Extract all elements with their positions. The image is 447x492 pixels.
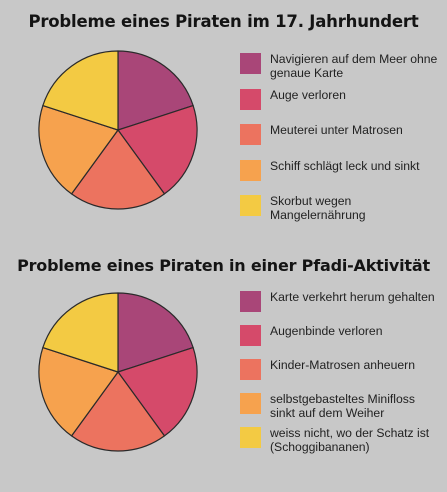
legend-item: Schiff schlägt leck und sinkt [240, 159, 440, 195]
legend-swatch [240, 53, 261, 74]
chart-title: Probleme eines Piraten in einer Pfadi-Ak… [17, 256, 430, 275]
pie-slice [70, 371, 166, 452]
legend-item: Meuterei unter Matrosen [240, 123, 440, 159]
pie-slice [70, 129, 166, 210]
legend-item: weiss nicht, wo der Schatz ist (Schoggib… [240, 426, 440, 460]
legend-label: Augenbinde verloren [270, 324, 383, 338]
pie-chart [38, 292, 198, 452]
legend-swatch [240, 195, 261, 216]
legend-label: selbstgebasteltes Minifloss sinkt auf de… [270, 392, 415, 420]
legend-item: Augenbinde verloren [240, 324, 440, 358]
legend-label: Meuterei unter Matrosen [270, 123, 403, 137]
legend-swatch [240, 427, 261, 448]
chart-title: Probleme eines Piraten im 17. Jahrhunder… [28, 12, 419, 31]
legend-item: Auge verloren [240, 88, 440, 124]
chart-panel-17th-century: Probleme eines Piraten im 17. Jahrhunder… [28, 12, 440, 230]
legend-item: Navigieren auf dem Meer ohne genaue Kart… [240, 52, 440, 88]
legend-swatch [240, 159, 261, 181]
pie-slice [117, 104, 198, 195]
legend-item: Karte verkehrt herum gehalten [240, 290, 440, 324]
legend-item: Skorbut wegen Mangelernährung [240, 194, 440, 230]
legend-item: selbstgebasteltes Minifloss sinkt auf de… [240, 392, 440, 426]
pie-slice [117, 50, 194, 131]
legend-label: weiss nicht, wo der Schatz ist (Schoggib… [270, 426, 430, 454]
legend-swatch [240, 393, 261, 414]
legend: Navigieren auf dem Meer ohne genaue Kart… [240, 52, 440, 230]
legend-label: Kinder-Matrosen anheuern [270, 358, 415, 372]
legend-label: Navigieren auf dem Meer ohne genaue Kart… [270, 52, 438, 80]
pie-slice [117, 346, 198, 437]
pie-slice [38, 346, 119, 437]
legend-swatch [240, 88, 261, 110]
pie-slice [117, 292, 194, 373]
legend-label: Skorbut wegen Mangelernährung [270, 194, 366, 222]
legend-swatch [240, 325, 261, 346]
chart-panel-pfadi-activity: Probleme eines Piraten in einer Pfadi-Ak… [0, 246, 447, 492]
legend-swatch [240, 124, 261, 145]
pie-slice [38, 104, 119, 195]
legend-swatch [240, 291, 261, 312]
pie-slice [42, 50, 119, 131]
legend-item: Kinder-Matrosen anheuern [240, 358, 440, 392]
legend: Karte verkehrt herum gehalten Augenbinde … [240, 290, 440, 460]
legend-label: Schiff schlägt leck und sinkt [270, 158, 420, 173]
pie-slice [42, 292, 119, 373]
legend-label: Karte verkehrt herum gehalten [270, 290, 435, 304]
legend-label: Auge verloren [270, 87, 346, 102]
pie-chart [38, 50, 198, 210]
legend-swatch [240, 359, 261, 380]
